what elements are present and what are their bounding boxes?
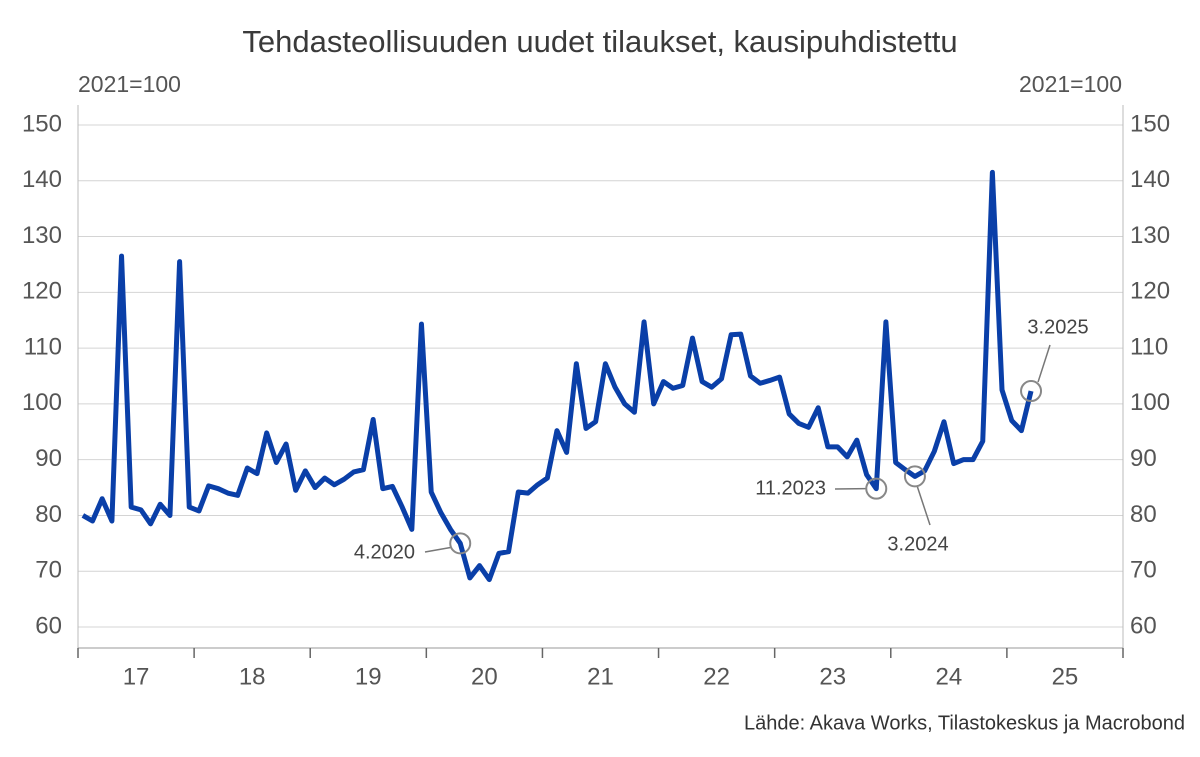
y2-tick-label: 110 <box>1130 333 1168 360</box>
y-tick-label: 90 <box>35 445 62 472</box>
x-tick-label: 18 <box>239 663 266 690</box>
annotation-circle <box>1020 380 1043 403</box>
annotation-label: 4.2020 <box>354 541 415 563</box>
y-tick-label: 150 <box>22 110 62 137</box>
y2-tick-label: 140 <box>1130 166 1170 193</box>
y2-tick-label: 100 <box>1130 389 1170 416</box>
annotation-leader <box>1037 344 1051 383</box>
y2-tick-label: 130 <box>1130 222 1170 249</box>
y-tick-label: 100 <box>22 389 62 416</box>
annotation-circle <box>865 477 888 500</box>
y-tick-label: 130 <box>22 222 62 249</box>
y2-tick-label: 70 <box>1130 557 1157 584</box>
y-tick-label: 80 <box>35 501 62 528</box>
y-tick-label: 60 <box>35 612 62 639</box>
x-tick-label: 23 <box>819 663 846 690</box>
y-tick-label: 120 <box>22 278 62 305</box>
x-tick-label: 21 <box>587 663 614 690</box>
x-tick-label: 25 <box>1052 663 1079 690</box>
source: Lähde: Akava Works, Tilastokeskus ja Mac… <box>744 712 1185 734</box>
x-tick-label: 24 <box>935 663 962 690</box>
x-tick-label: 20 <box>471 663 498 690</box>
annotation-circle <box>903 465 926 488</box>
annotation-label: 3.2025 <box>1027 316 1088 338</box>
y2-axis-label: 2021=100 <box>1019 71 1122 97</box>
annotation-label: 11.2023 <box>755 477 826 499</box>
y-axis-label: 2021=100 <box>78 71 181 97</box>
x-tick-label: 19 <box>355 663 382 690</box>
y2-tick-label: 90 <box>1130 445 1157 472</box>
chart-title: Tehdasteollisuuden uudet tilaukset, kaus… <box>242 24 957 59</box>
annotation-circle <box>449 532 472 555</box>
series-line <box>81 169 1034 583</box>
y2-tick-label: 120 <box>1130 278 1170 305</box>
x-tick-label: 17 <box>123 663 150 690</box>
annotation-leader <box>916 485 931 526</box>
y-tick-label: 140 <box>22 166 62 193</box>
y2-tick-label: 60 <box>1130 612 1157 639</box>
annotation-leader <box>424 546 452 553</box>
y-tick-label: 70 <box>35 557 62 584</box>
y2-tick-label: 150 <box>1130 110 1170 137</box>
y-tick-label: 110 <box>24 333 62 360</box>
x-tick-label: 22 <box>703 663 730 690</box>
y2-tick-label: 80 <box>1130 501 1157 528</box>
annotation-label: 3.2024 <box>887 533 948 555</box>
